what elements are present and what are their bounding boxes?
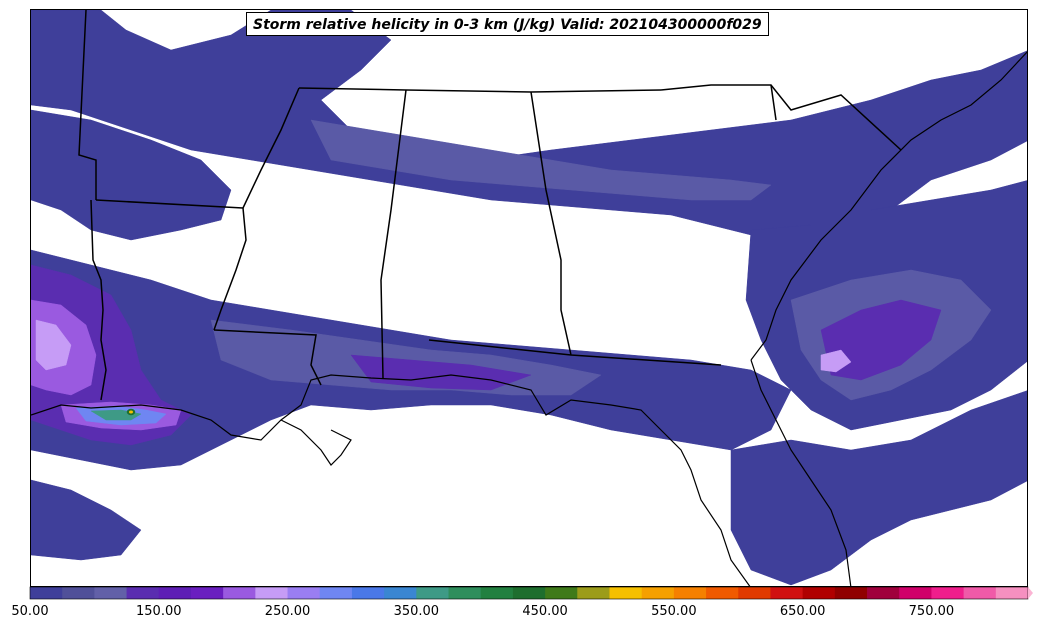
colorbar-segment bbox=[512, 587, 546, 599]
colorbar-segment bbox=[384, 587, 417, 599]
colorbar-segment bbox=[706, 587, 739, 599]
colorbar-segment bbox=[867, 587, 900, 599]
helicity-band-northwest bbox=[31, 109, 232, 241]
colorbar-segment bbox=[94, 587, 128, 599]
colorbar bbox=[29, 586, 1033, 600]
coastline-delta bbox=[280, 419, 352, 466]
colorbar-segment bbox=[995, 587, 1029, 599]
colorbar-segment bbox=[545, 587, 578, 599]
border-arkansas-missouri bbox=[78, 10, 97, 200]
colorbar-segment bbox=[577, 587, 610, 599]
colorbar-segment bbox=[931, 587, 965, 599]
helicity-level3-west bbox=[31, 264, 192, 446]
colorbar-segment bbox=[963, 587, 997, 599]
helicity-level3-east bbox=[820, 299, 942, 381]
colorbar-tick-label: 550.00 bbox=[651, 604, 697, 619]
colorbar-segment bbox=[899, 587, 932, 599]
colorbar-segment bbox=[287, 587, 321, 599]
colorbar-segment bbox=[738, 587, 771, 599]
colorbar-segment bbox=[30, 587, 63, 599]
border-nc-sc bbox=[770, 84, 777, 121]
colorbar-tick-label: 50.00 bbox=[11, 604, 49, 619]
helicity-map bbox=[31, 10, 1027, 586]
colorbar-segment bbox=[126, 587, 160, 599]
colorbar-segment bbox=[62, 587, 95, 599]
helicity-band-south-east bbox=[730, 390, 1027, 586]
colorbar-segment bbox=[609, 587, 643, 599]
colorbar-tick-label: 150.00 bbox=[136, 604, 182, 619]
border-louisiana-mississippi bbox=[213, 329, 322, 386]
map-panel bbox=[30, 9, 1028, 587]
colorbar-segment bbox=[351, 587, 385, 599]
border-mississippi-river-north bbox=[213, 207, 247, 331]
border-ark-louisiana bbox=[95, 199, 244, 209]
colorbar-segment bbox=[641, 587, 675, 599]
colorbar-tick-label: 350.00 bbox=[393, 604, 440, 619]
helicity-max-ring bbox=[129, 410, 133, 414]
colorbar-segment bbox=[802, 587, 836, 599]
colorbar-segment bbox=[158, 587, 192, 599]
colorbar-tick-label: 450.00 bbox=[522, 604, 568, 619]
colorbar-tick-label: 750.00 bbox=[908, 604, 955, 619]
colorbar-segment bbox=[834, 587, 868, 599]
coastlines bbox=[31, 51, 1027, 586]
border-louisiana-west bbox=[90, 199, 107, 401]
colorbar-extend-arrow bbox=[1028, 587, 1033, 599]
helicity-band-southwest bbox=[31, 479, 142, 561]
helicity-level3-central bbox=[350, 354, 532, 391]
colorbar-segment bbox=[416, 587, 450, 599]
border-alabama-georgia bbox=[530, 91, 572, 356]
state-borders bbox=[78, 10, 902, 401]
helicity-level5-east bbox=[820, 349, 852, 373]
colorbar-segment bbox=[319, 587, 353, 599]
border-mississippi-alabama bbox=[380, 89, 407, 379]
border-georgia-carolina bbox=[660, 84, 902, 151]
helicity-level5-west bbox=[35, 319, 72, 371]
border-florida-panhandle bbox=[428, 339, 722, 366]
colorbar-tick-label: 650.00 bbox=[779, 604, 826, 619]
map-title: Storm relative helicity in 0-3 km (J/kg)… bbox=[246, 12, 769, 36]
border-tennessee-north bbox=[298, 87, 662, 93]
helicity-contours bbox=[31, 10, 1027, 586]
colorbar-segment bbox=[673, 587, 707, 599]
colorbar-segment bbox=[255, 587, 289, 599]
colorbar-segment bbox=[770, 587, 804, 599]
colorbar-segment bbox=[448, 587, 482, 599]
colorbar-segment bbox=[223, 587, 256, 599]
colorbar-segment bbox=[190, 587, 224, 599]
colorbar-segments bbox=[29, 586, 1029, 600]
coastline-gulf bbox=[31, 374, 751, 586]
coastline-atlantic bbox=[750, 51, 1027, 361]
colorbar-segment bbox=[480, 587, 514, 599]
coastline-florida-east bbox=[750, 359, 852, 586]
border-tennessee-kentucky bbox=[242, 87, 300, 209]
colorbar-tick-label: 250.00 bbox=[264, 604, 311, 619]
